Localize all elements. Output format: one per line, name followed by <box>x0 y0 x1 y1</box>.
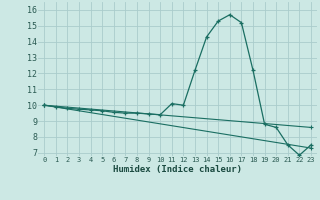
X-axis label: Humidex (Indice chaleur): Humidex (Indice chaleur) <box>113 165 242 174</box>
